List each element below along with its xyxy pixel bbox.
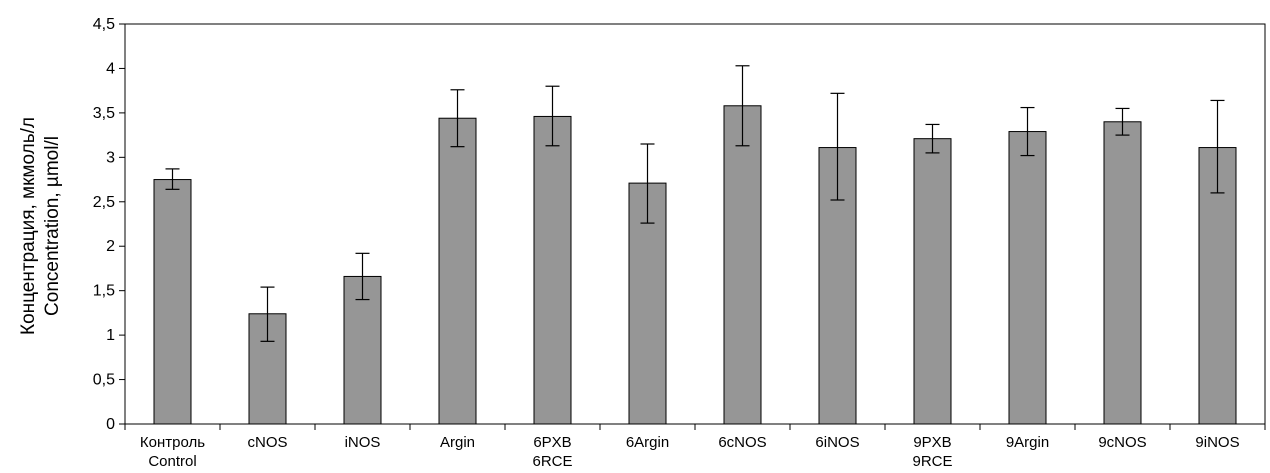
y-tick-label: 4,5 — [93, 16, 115, 33]
x-category-label-line-2: 6RCE — [532, 453, 572, 470]
bar — [913, 138, 952, 425]
plot-frame — [124, 23, 1266, 425]
x-category-label: 9iNOS — [1195, 434, 1239, 451]
y-tick-label: 3 — [106, 149, 115, 166]
bar — [343, 275, 382, 425]
bar — [1198, 147, 1237, 425]
x-category-label-line-2: 9RCE — [912, 453, 952, 470]
bar — [533, 115, 572, 425]
y-axis-title-line-1: Концентрация, мкмоль/л — [18, 117, 39, 335]
x-category-label: Argin — [440, 434, 475, 451]
plot-area: 0 0,5 1 1,5 2 2,5 3 3,5 4 4,5 Контроль Control cNOS i… — [93, 16, 1266, 470]
x-category-label-line-2: Control — [148, 453, 196, 470]
x-category-label: cNOS — [247, 434, 287, 451]
bar — [1008, 131, 1047, 425]
bar — [153, 179, 192, 425]
x-category-label: 6cNOS — [718, 434, 766, 451]
bar — [1103, 121, 1142, 425]
x-category-label: 6iNOS — [815, 434, 859, 451]
y-tick-label: 1,5 — [93, 283, 115, 300]
x-category-label: Контроль — [140, 434, 205, 451]
x-category-label: 9PXB — [913, 434, 951, 451]
y-axis-title: Концентрация, мкмоль/л Concentration, µm… — [18, 117, 63, 335]
y-axis-title-line-2: Concentration, µmol/l — [42, 136, 63, 316]
x-category-label: 9Argin — [1006, 434, 1049, 451]
y-tick-label: 0 — [106, 416, 115, 433]
y-tick-label: 1 — [106, 327, 115, 344]
x-category-label: iNOS — [345, 434, 381, 451]
bar — [438, 117, 477, 425]
y-tick-label: 0,5 — [93, 372, 115, 389]
bar — [723, 105, 762, 425]
y-tick-label: 2 — [106, 238, 115, 255]
y-tick-label: 2,5 — [93, 194, 115, 211]
y-tick-label: 4 — [106, 60, 115, 77]
x-category-label: 9cNOS — [1098, 434, 1146, 451]
y-tick-label: 3,5 — [93, 105, 115, 122]
x-category-label: 6Argin — [626, 434, 669, 451]
x-category-label: 6PXB — [533, 434, 571, 451]
